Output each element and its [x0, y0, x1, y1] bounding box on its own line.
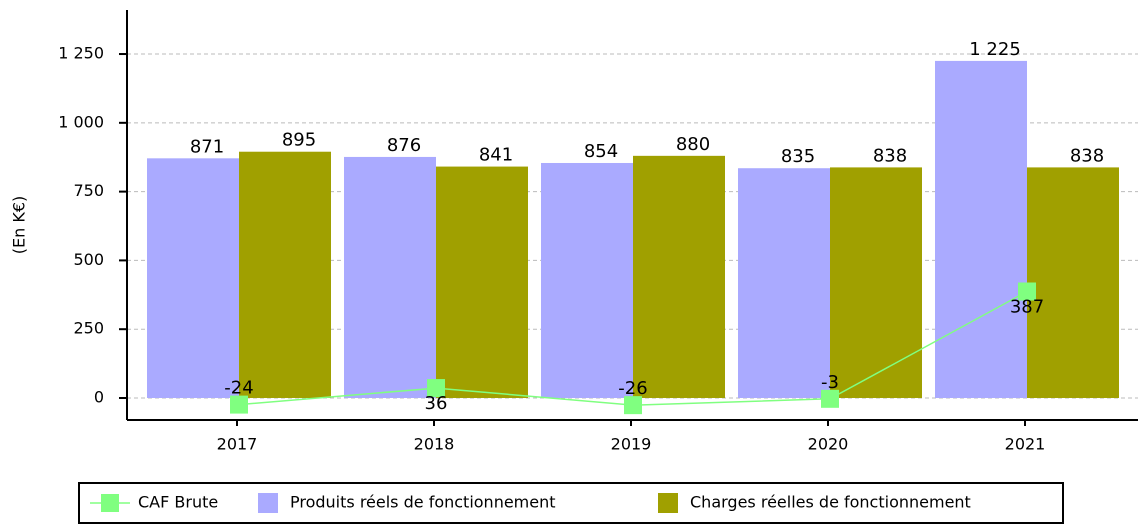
legend-swatch: [258, 493, 278, 513]
y-tick-label: 250: [73, 319, 104, 338]
bar-value-label: 835: [781, 146, 815, 167]
line-marker: [230, 395, 248, 414]
line-marker: [821, 389, 839, 408]
bar-value-label: 876: [387, 135, 421, 156]
line-value-label: -24: [224, 378, 253, 399]
y-tick-label: 1 250: [58, 44, 104, 63]
bar: [1027, 167, 1119, 398]
line-marker: [427, 379, 445, 398]
bar: [830, 167, 922, 398]
line-value-label: -26: [618, 378, 647, 399]
bar-value-label: 880: [676, 134, 710, 155]
bar: [738, 168, 830, 398]
bar: [935, 60, 1027, 398]
bar: [147, 158, 239, 398]
y-tick-label: 1 000: [58, 112, 104, 131]
bar-value-label: 1 225: [969, 39, 1021, 60]
bar: [633, 155, 725, 398]
legend-swatch: [101, 494, 119, 512]
bar-value-label: 871: [190, 136, 224, 157]
line-value-label: -3: [821, 372, 839, 393]
legend-swatch: [658, 493, 678, 513]
x-tick-label: 2017: [217, 435, 258, 454]
bar: [436, 166, 528, 398]
bar: [239, 151, 331, 398]
y-tick-label: 750: [73, 181, 104, 200]
y-tick-label: 500: [73, 250, 104, 269]
line-marker: [1018, 282, 1036, 301]
bar-value-label: 895: [282, 130, 316, 151]
y-axis-label: (En K€): [10, 196, 29, 255]
x-tick-label: 2021: [1005, 435, 1046, 454]
line-marker: [624, 396, 642, 415]
bar-value-label: 838: [873, 145, 907, 166]
line-value-label: 36: [425, 393, 448, 414]
bar-value-label: 854: [584, 141, 618, 162]
legend-label: Charges réelles de fonctionnement: [690, 493, 971, 512]
bar-value-label: 841: [479, 145, 513, 166]
x-tick-label: 2020: [808, 435, 849, 454]
y-tick-label: 0: [94, 387, 104, 406]
legend-box: [78, 482, 1064, 524]
bar: [344, 156, 436, 398]
x-tick-label: 2019: [611, 435, 652, 454]
legend-label: CAF Brute: [138, 493, 218, 512]
bar-value-label: 838: [1070, 145, 1104, 166]
x-tick-label: 2018: [414, 435, 455, 454]
legend-label: Produits réels de fonctionnement: [290, 493, 556, 512]
bar: [541, 162, 633, 398]
line-value-label: 387: [1010, 296, 1044, 317]
